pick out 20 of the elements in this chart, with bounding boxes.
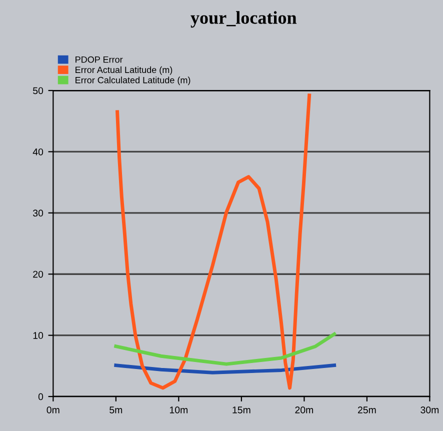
legend-label: PDOP Error <box>76 56 123 63</box>
legend-label: Error Calculated Latitude (m) <box>76 76 190 86</box>
y-tick-label: 20 <box>33 270 44 278</box>
y-tick-label: 30 <box>32 210 44 217</box>
x-tick-label: 10m <box>170 406 188 414</box>
x-tick-label: 0m <box>46 406 60 414</box>
legend-label: Error Actual Latitude (m) <box>76 66 172 75</box>
x-tick-label: 15m <box>232 406 250 414</box>
x-tick-label: 20m <box>295 406 314 414</box>
x-tick-label: 30m <box>420 406 439 414</box>
y-tick-label: 0 <box>38 393 44 400</box>
line-series <box>114 332 336 366</box>
chart-title: your_location <box>190 11 297 28</box>
x-tick-label: 5m <box>110 406 122 414</box>
x-tick-label: 25m <box>358 406 376 414</box>
line-series <box>116 94 312 390</box>
y-tick-label: 10 <box>33 332 44 339</box>
y-tick-label: 50 <box>33 87 44 94</box>
line-series <box>114 364 336 374</box>
y-tick-label: 40 <box>32 148 44 156</box>
